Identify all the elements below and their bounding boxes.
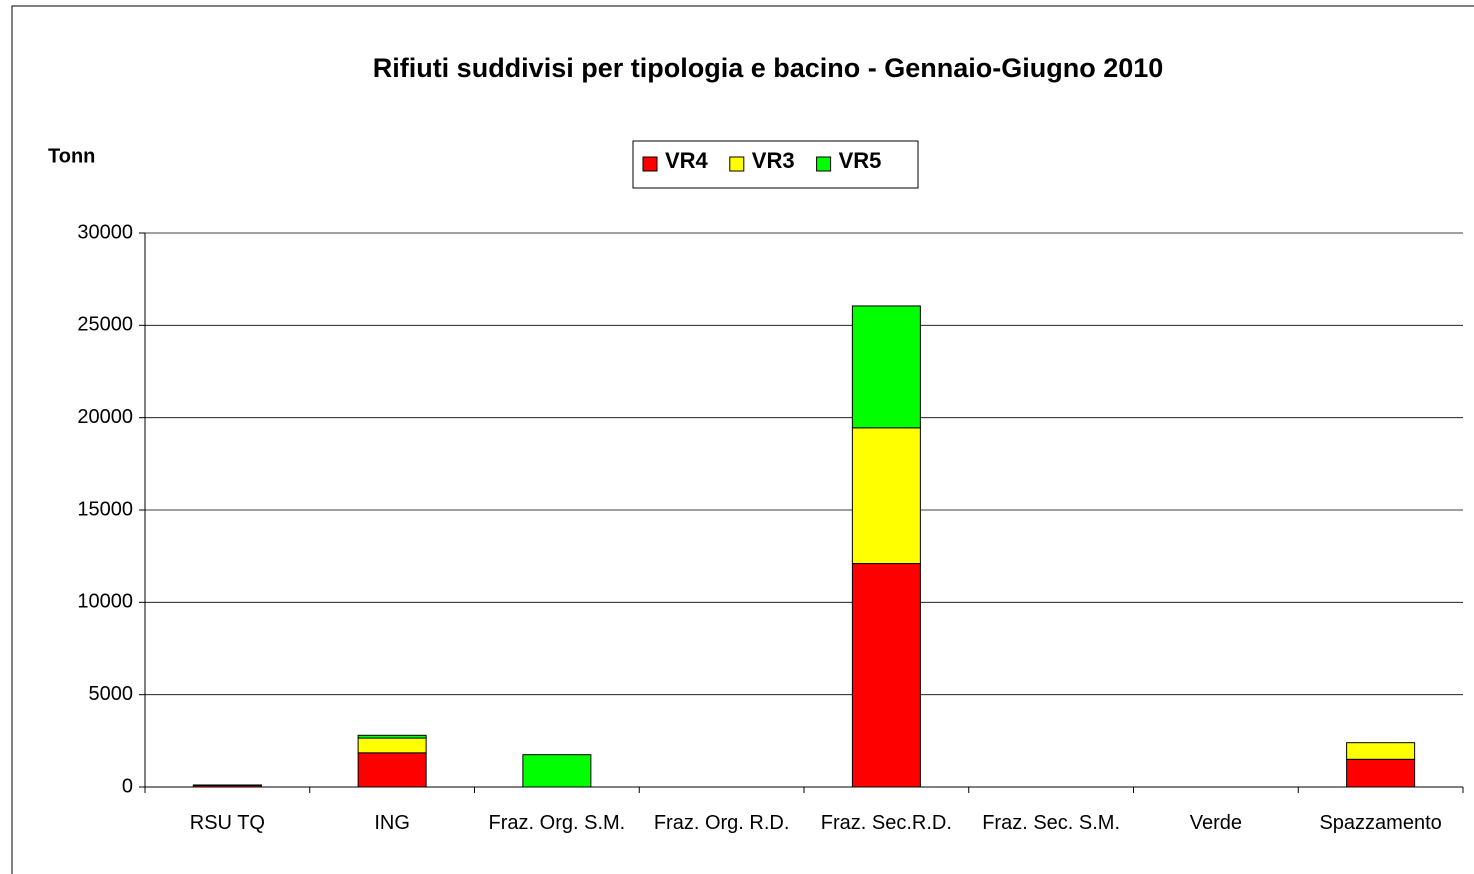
legend-swatch xyxy=(642,156,658,172)
x-tick-label: Fraz. Sec.R.D. xyxy=(820,812,952,834)
y-tick-label: 15000 xyxy=(77,498,133,520)
x-tick-label: ING xyxy=(374,812,410,834)
legend-label: VR5 xyxy=(839,148,882,173)
bar-segment xyxy=(851,305,921,429)
bar-segment xyxy=(357,734,427,739)
x-tick-label: Fraz. Sec. S.M. xyxy=(982,812,1121,834)
y-tick-label: 30000 xyxy=(77,221,133,243)
bar-segment xyxy=(192,784,262,787)
bar-segment xyxy=(1346,742,1416,760)
legend-box xyxy=(632,140,919,189)
legend-label: VR3 xyxy=(752,148,795,173)
bar-segment xyxy=(522,754,592,788)
legend-label: VR4 xyxy=(665,148,709,173)
bar-segment xyxy=(851,427,921,565)
x-tick-label: Spazzamento xyxy=(1319,812,1442,834)
legend-swatch xyxy=(729,156,745,172)
y-tick-label: 10000 xyxy=(77,591,133,613)
y-tick-label: 25000 xyxy=(77,314,133,336)
y-tick-label: 5000 xyxy=(89,683,134,705)
legend-swatch xyxy=(816,156,832,172)
x-tick-label: RSU TQ xyxy=(189,812,265,834)
bar-segment xyxy=(851,563,921,788)
chart-border xyxy=(11,5,1474,874)
x-tick-label: Verde xyxy=(1189,812,1242,834)
bar-segment xyxy=(1346,758,1416,788)
bar-segment xyxy=(357,737,427,754)
x-tick-label: Fraz. Org. R.D. xyxy=(653,812,790,834)
chart-title: Rifiuti suddivisi per tipologia e bacino… xyxy=(373,53,1164,83)
bar-segment xyxy=(357,752,427,788)
x-tick-label: Fraz. Org. S.M. xyxy=(488,812,626,834)
y-axis-label: Tonn xyxy=(48,145,95,167)
y-tick-label: 0 xyxy=(122,775,133,797)
y-tick-label: 20000 xyxy=(77,406,133,428)
